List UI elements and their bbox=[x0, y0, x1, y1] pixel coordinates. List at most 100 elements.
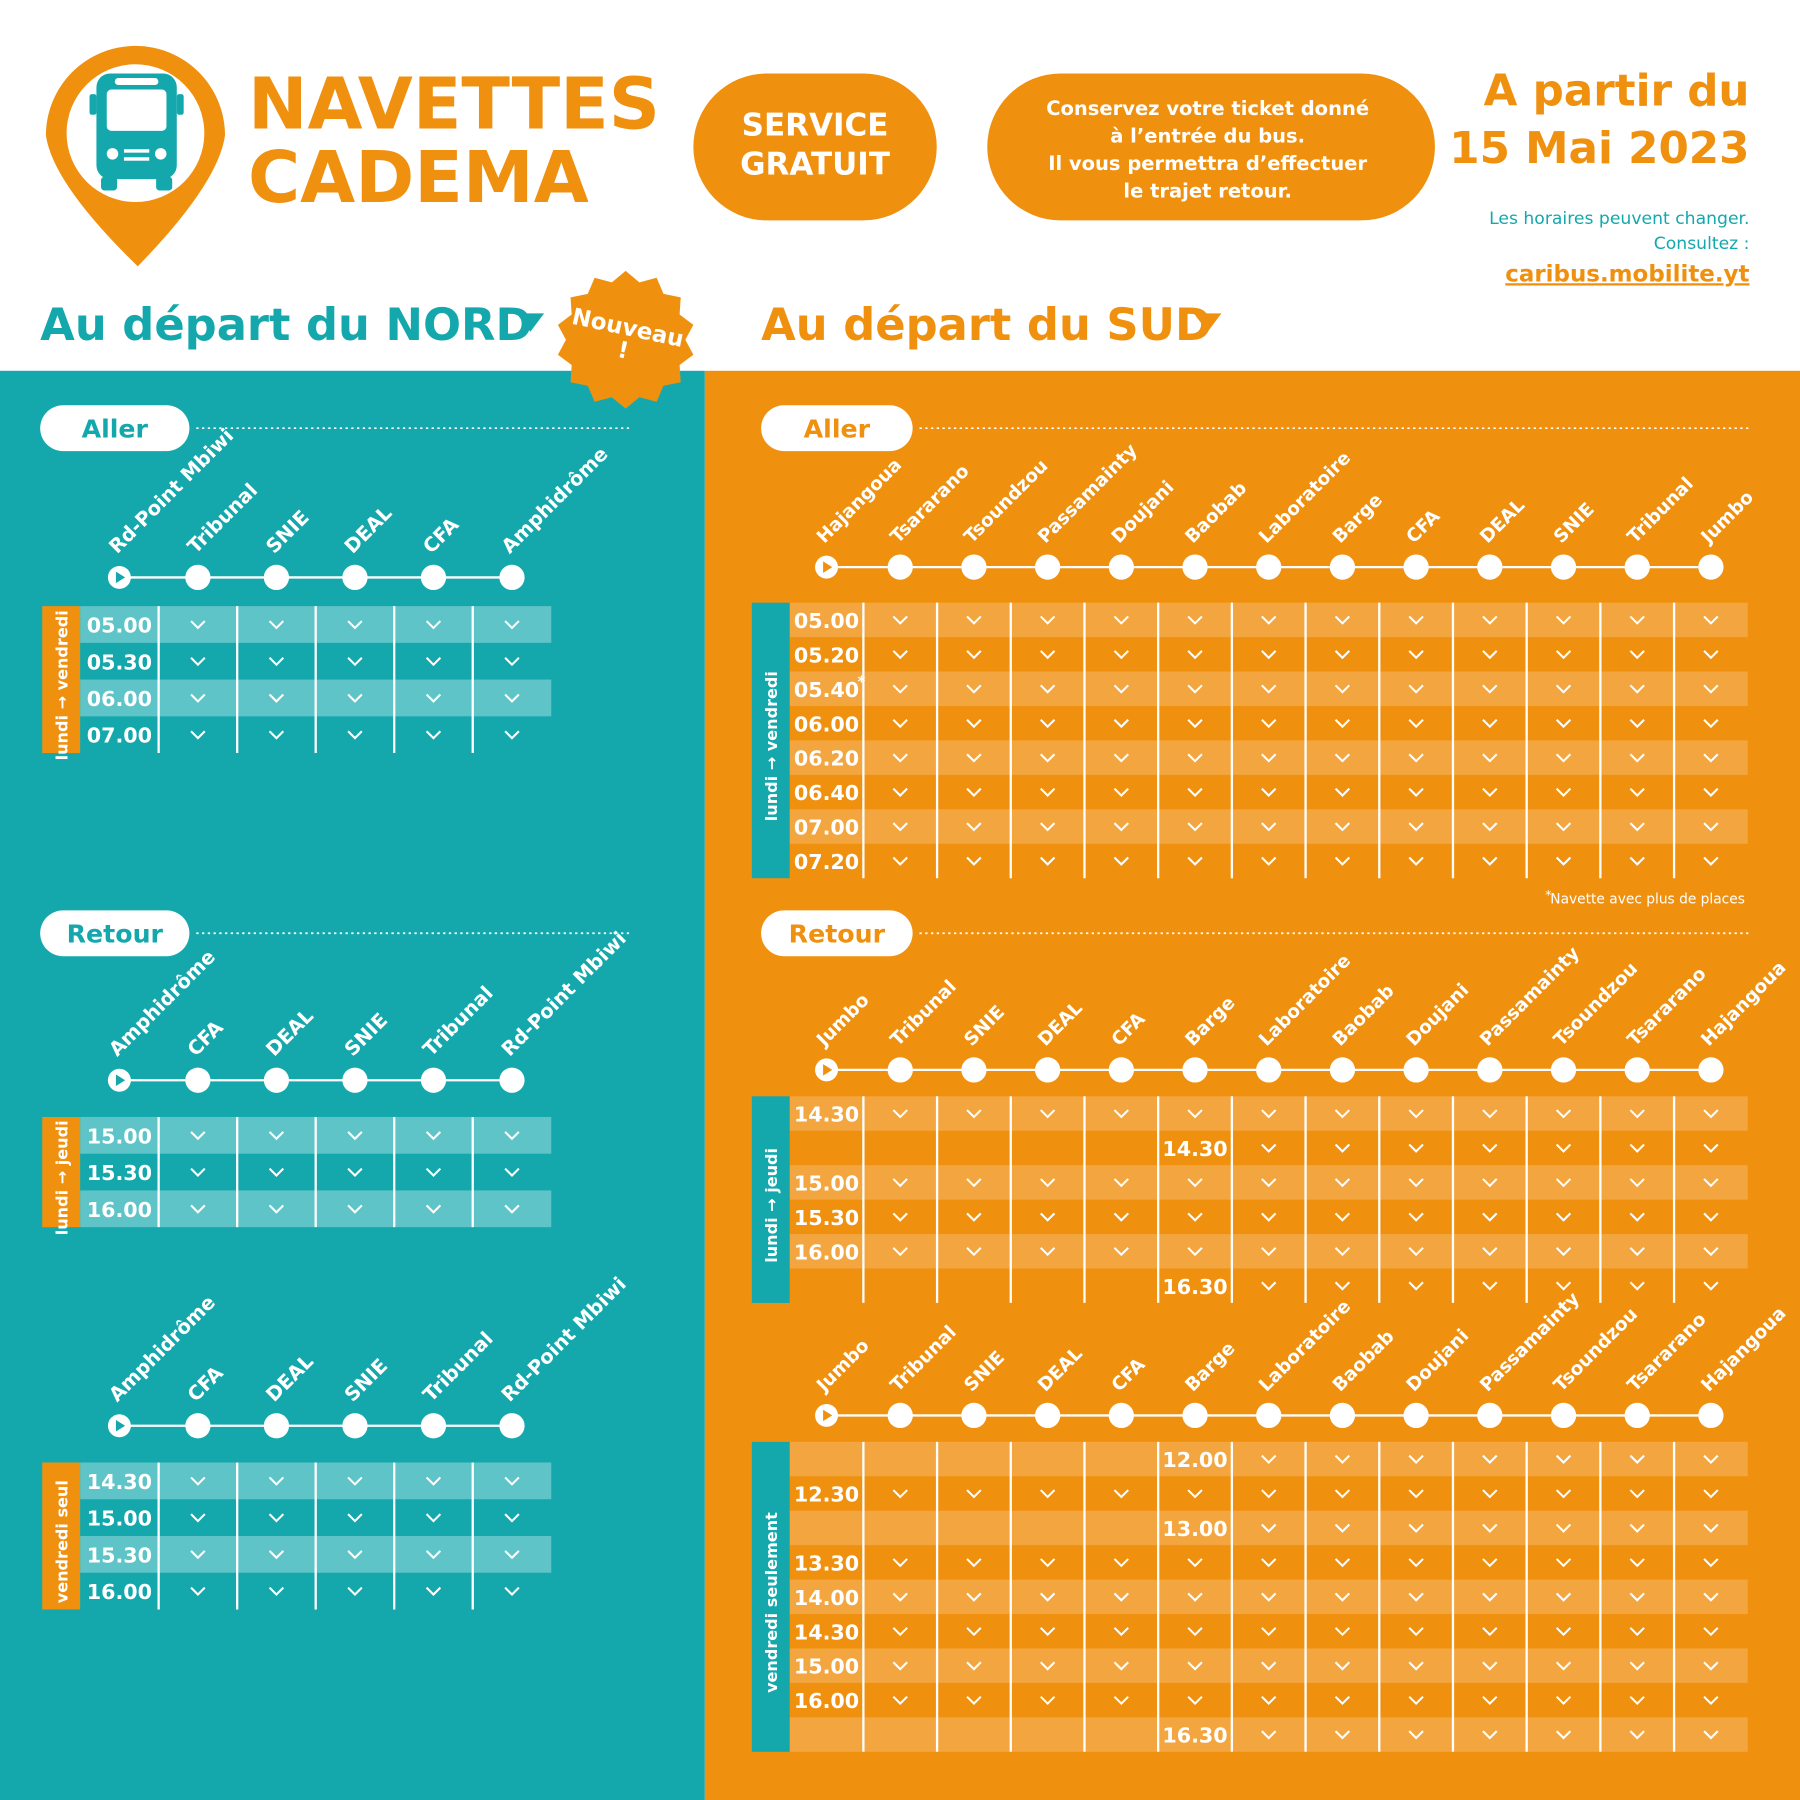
check bbox=[892, 1592, 908, 1602]
check bbox=[1040, 1592, 1056, 1602]
stop bbox=[1698, 1402, 1724, 1429]
check bbox=[425, 1550, 442, 1560]
check bbox=[1113, 1695, 1129, 1706]
check bbox=[1629, 787, 1645, 797]
check bbox=[347, 1550, 363, 1560]
check bbox=[1555, 1178, 1572, 1188]
stop bbox=[185, 1413, 211, 1439]
stop bbox=[263, 1067, 290, 1093]
check bbox=[1334, 684, 1351, 694]
row-band bbox=[789, 1441, 1748, 1477]
section-pill bbox=[761, 405, 913, 452]
section-label: Retour bbox=[789, 919, 886, 948]
check bbox=[1629, 650, 1645, 660]
departure-time: 05.00 bbox=[87, 614, 152, 638]
check bbox=[1482, 822, 1498, 832]
row-band bbox=[789, 740, 1748, 775]
check bbox=[1261, 856, 1277, 866]
check bbox=[347, 1586, 363, 1596]
departure-time: 15.00 bbox=[794, 1171, 859, 1195]
check bbox=[892, 650, 908, 660]
check bbox=[347, 657, 363, 667]
check bbox=[1703, 1558, 1719, 1568]
check bbox=[1555, 1695, 1572, 1706]
check bbox=[1703, 1592, 1719, 1602]
check bbox=[966, 753, 982, 763]
check bbox=[892, 856, 908, 866]
check bbox=[1261, 1454, 1277, 1464]
check bbox=[504, 1167, 520, 1177]
check bbox=[1703, 1178, 1719, 1188]
check bbox=[1482, 1489, 1498, 1499]
check bbox=[1113, 787, 1129, 797]
check bbox=[1334, 1281, 1351, 1291]
departure-time: 13.00 bbox=[1162, 1517, 1227, 1541]
departure-time: 16.00 bbox=[794, 1689, 859, 1713]
check bbox=[425, 657, 442, 667]
check bbox=[1629, 856, 1645, 866]
check bbox=[1482, 1627, 1498, 1637]
check bbox=[504, 1513, 520, 1523]
days: lundi → vendredi bbox=[762, 671, 781, 821]
check bbox=[966, 1247, 982, 1257]
service-pill bbox=[693, 73, 937, 221]
stop bbox=[263, 1413, 290, 1439]
check bbox=[1334, 1489, 1351, 1499]
stop bbox=[1256, 1057, 1282, 1083]
check bbox=[1113, 684, 1129, 694]
check bbox=[1408, 1109, 1424, 1119]
check bbox=[268, 620, 285, 630]
ticket-note: à l’entrée du bus. bbox=[1110, 124, 1305, 147]
check bbox=[1187, 1592, 1203, 1602]
check bbox=[1334, 753, 1351, 763]
stop bbox=[185, 564, 211, 591]
check bbox=[1408, 856, 1424, 866]
check bbox=[1187, 1558, 1203, 1568]
check bbox=[1408, 1212, 1424, 1222]
check bbox=[1334, 1730, 1351, 1740]
check bbox=[1408, 1489, 1424, 1499]
departure-time: 05.40 bbox=[794, 678, 859, 702]
check bbox=[425, 1167, 442, 1177]
check bbox=[1629, 1143, 1645, 1153]
check bbox=[1113, 1109, 1129, 1119]
check bbox=[268, 1513, 285, 1523]
check bbox=[1703, 1695, 1719, 1706]
check bbox=[504, 1586, 520, 1596]
day-bar bbox=[42, 1116, 81, 1228]
stop bbox=[1550, 1057, 1577, 1083]
check bbox=[268, 1586, 285, 1596]
check bbox=[1482, 787, 1498, 797]
check bbox=[1040, 1212, 1056, 1222]
check bbox=[504, 693, 520, 703]
check bbox=[966, 822, 982, 832]
stop bbox=[1329, 554, 1356, 580]
stop bbox=[499, 564, 525, 591]
play-icon bbox=[115, 1074, 126, 1086]
row-band bbox=[789, 809, 1748, 844]
check bbox=[1113, 615, 1129, 625]
link[interactable]: caribus.mobilite.yt bbox=[1505, 261, 1749, 287]
check bbox=[1703, 719, 1719, 729]
check bbox=[1040, 684, 1056, 694]
check bbox=[1703, 1109, 1719, 1119]
check bbox=[1261, 1695, 1277, 1706]
stop bbox=[420, 564, 447, 591]
check bbox=[268, 1550, 285, 1560]
check bbox=[1408, 1523, 1424, 1533]
check bbox=[190, 730, 206, 740]
footnote-mark: * bbox=[1545, 887, 1551, 902]
heading-arrow bbox=[1193, 313, 1222, 332]
check bbox=[1703, 1730, 1719, 1740]
check bbox=[1261, 1178, 1277, 1188]
check bbox=[1261, 650, 1277, 660]
check bbox=[1629, 1281, 1645, 1291]
check bbox=[1555, 650, 1572, 660]
check bbox=[966, 1695, 982, 1706]
departure-time: 14.30 bbox=[87, 1470, 152, 1494]
check bbox=[1555, 1627, 1572, 1637]
stop bbox=[887, 1402, 913, 1429]
day-bar bbox=[42, 606, 81, 754]
check bbox=[190, 1586, 206, 1596]
check bbox=[1187, 684, 1203, 694]
